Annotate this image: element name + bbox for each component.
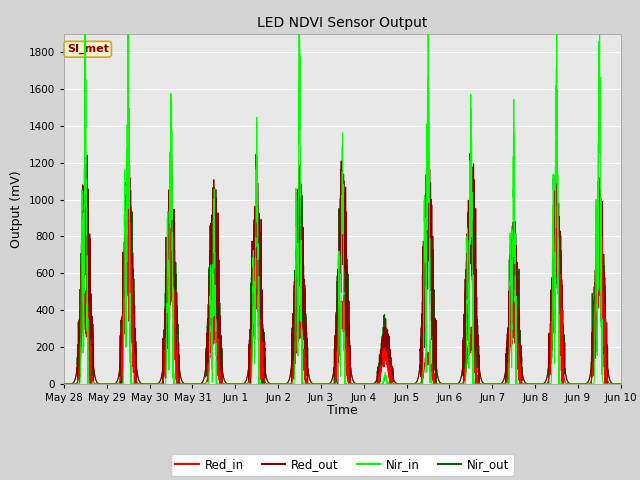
Red_in	[617, 381, 625, 387]
Nir_out	[387, 376, 395, 382]
Y-axis label: Output (mV): Output (mV)	[10, 170, 23, 248]
Red_out	[424, 143, 432, 149]
Nir_in	[556, 380, 564, 385]
Nir_in	[238, 381, 246, 387]
Line: Nir_out: Nir_out	[64, 114, 621, 384]
Legend: Red_in, Red_out, Nir_in, Nir_out: Red_in, Red_out, Nir_in, Nir_out	[171, 454, 514, 476]
Red_in	[597, 250, 605, 255]
Red_in	[60, 381, 68, 387]
Red_out	[60, 381, 68, 387]
Nir_out	[238, 381, 246, 387]
X-axis label: Time: Time	[327, 405, 358, 418]
Red_out	[116, 381, 124, 387]
Text: SI_met: SI_met	[67, 44, 109, 54]
Nir_out	[124, 111, 132, 117]
Red_out	[238, 381, 246, 387]
Nir_in	[617, 381, 625, 387]
Nir_in	[60, 381, 68, 387]
Nir_out	[597, 200, 605, 206]
Nir_out	[74, 381, 81, 387]
Title: LED NDVI Sensor Output: LED NDVI Sensor Output	[257, 16, 428, 30]
Red_out	[387, 369, 395, 375]
Red_in	[111, 381, 118, 387]
Red_in	[387, 375, 395, 381]
Nir_in	[387, 381, 395, 387]
Red_in	[238, 381, 246, 387]
Red_in	[360, 381, 368, 387]
Nir_in	[111, 381, 118, 387]
Nir_in	[330, 381, 337, 387]
Red_out	[597, 258, 605, 264]
Red_out	[111, 381, 118, 386]
Line: Red_out: Red_out	[64, 146, 621, 384]
Nir_in	[597, 252, 605, 257]
Red_in	[330, 380, 337, 386]
Red_out	[556, 321, 564, 326]
Line: Nir_in: Nir_in	[64, 0, 621, 384]
Nir_out	[330, 368, 338, 373]
Red_out	[330, 368, 337, 374]
Nir_out	[617, 381, 625, 387]
Red_in	[125, 199, 133, 204]
Nir_out	[556, 306, 564, 312]
Line: Red_in: Red_in	[64, 202, 621, 384]
Red_out	[617, 381, 625, 387]
Nir_in	[379, 381, 387, 387]
Nir_out	[111, 381, 118, 386]
Nir_out	[60, 381, 68, 387]
Red_in	[556, 338, 564, 344]
